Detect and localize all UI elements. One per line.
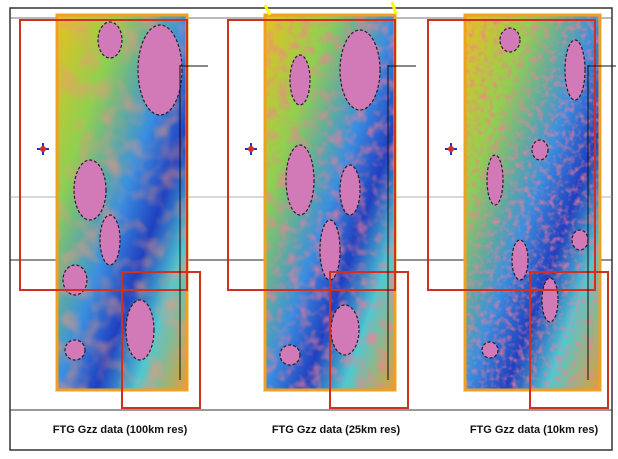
anomaly [97,21,123,59]
survey-outline [19,19,188,291]
outer-frame [9,7,613,451]
well-symbol [40,146,46,152]
anomaly [531,139,549,161]
anomaly [486,154,504,206]
anomaly [339,29,381,111]
highlight [263,4,272,16]
anomaly [319,219,341,281]
anomaly [99,214,121,266]
anomaly [137,24,183,116]
anomaly [330,304,360,356]
survey-outline [427,19,596,291]
anomaly [64,339,86,361]
map-border [463,13,602,392]
panel-caption: FTG Gzz data (100km res) [53,424,188,436]
well-symbol [448,146,454,152]
anomaly [339,164,361,216]
anomaly [541,277,559,323]
anomaly [571,229,589,251]
survey-outline [529,271,609,409]
panel-caption: FTG Gzz data (25km res) [272,424,401,436]
anomaly [73,159,107,221]
survey-outline [227,19,396,291]
anomaly [125,299,155,361]
survey-outline [329,271,409,409]
highlight [390,1,398,15]
anomaly [499,27,521,53]
survey-outline [121,271,201,409]
anomaly [481,341,499,359]
anomaly [511,239,529,281]
well-symbol [248,146,254,152]
anomaly [285,144,315,216]
anomaly [279,344,301,366]
anomaly [62,264,88,296]
anomaly [564,39,586,101]
panel-caption: FTG Gzz data (10km res) [470,424,599,436]
anomaly [289,54,311,106]
